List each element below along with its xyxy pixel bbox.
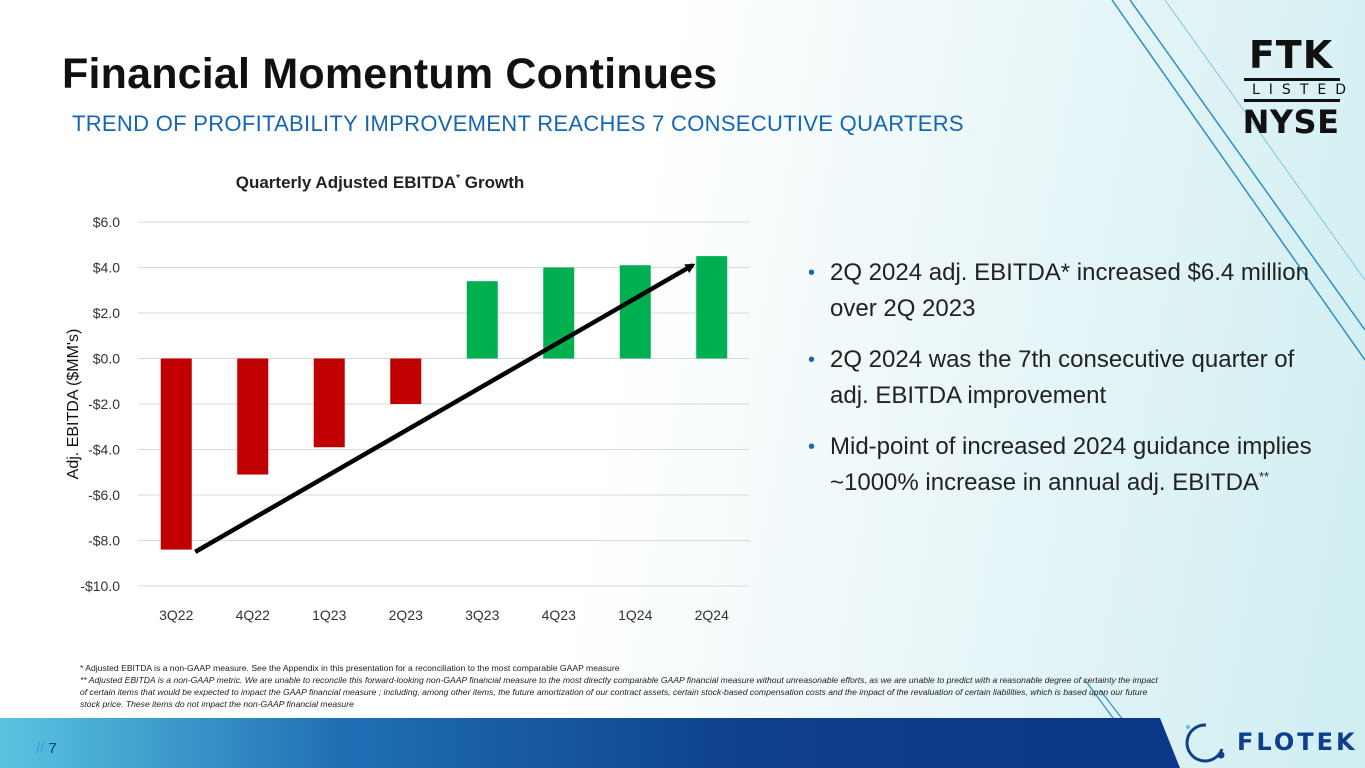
- y-tick-label: -$2.0: [88, 396, 120, 412]
- chart-title-suffix: Growth: [460, 173, 524, 192]
- bottom-bar: [0, 718, 1180, 768]
- slide-subtitle: TREND OF PROFITABILITY IMPROVEMENT REACH…: [72, 111, 964, 136]
- y-tick-label: $0.0: [93, 351, 120, 367]
- bullet-dot: •: [808, 436, 816, 458]
- bullet-list: • 2Q 2024 adj. EBITDA* increased $6.4 mil…: [808, 258, 1328, 519]
- bullet-item: • 2Q 2024 adj. EBITDA* increased $6.4 mil…: [808, 258, 1328, 324]
- y-tick-label: $2.0: [93, 305, 120, 321]
- bullet-item: • 2Q 2024 was the 7th consecutive quarter…: [808, 345, 1328, 411]
- trend-arrow: [194, 263, 696, 554]
- y-axis-label: Adj. EBITDA ($MM's): [65, 329, 82, 480]
- bar-1q23: [313, 358, 345, 448]
- footnote-1: * Adjusted EBITDA is a non-GAAP measure.…: [80, 663, 620, 673]
- bullet-text: 2Q 2024 adj. EBITDA* increased $6.4 mill…: [830, 259, 1309, 322]
- page-number-value: 7: [48, 740, 57, 757]
- logo-ftk-text: FTK: [1248, 33, 1334, 77]
- y-tick-label: -$10.0: [80, 578, 120, 594]
- y-tick-label: -$4.0: [88, 442, 120, 458]
- bar-2q24: [696, 256, 728, 359]
- x-tick-labels: 3Q22 4Q22 1Q23 2Q23 3Q23 4Q23 1Q24 2Q24: [159, 607, 729, 623]
- x-tick-label: 3Q22: [159, 607, 193, 623]
- y-tick-label: $6.0: [93, 214, 120, 230]
- slide-title: Financial Momentum Continues: [62, 50, 718, 98]
- bullet-dot: •: [808, 349, 816, 371]
- flotek-logo-text: FLOTEK: [1237, 728, 1358, 756]
- chart-title: Quarterly Adjusted EBITDA* Growth: [236, 173, 525, 192]
- x-tick-label: 1Q24: [618, 607, 652, 623]
- bar-3q22: [160, 358, 192, 550]
- bar-2q23: [390, 358, 422, 404]
- flotek-logo-icon: [1185, 723, 1225, 763]
- page-prefix: //: [36, 740, 45, 757]
- x-tick-label: 4Q22: [236, 607, 270, 623]
- bullet-dot: •: [808, 262, 816, 284]
- footnotes: * Adjusted EBITDA is a non-GAAP measure.…: [80, 662, 1160, 710]
- logo-nyse-text: NYSE: [1242, 103, 1340, 141]
- x-tick-label: 2Q23: [389, 607, 423, 623]
- chart-title-main: Quarterly Adjusted EBITDA: [236, 173, 456, 192]
- bars: [160, 256, 728, 550]
- x-tick-label: 4Q23: [542, 607, 576, 623]
- bullet-text: Mid-point of increased 2024 guidance imp…: [830, 433, 1312, 496]
- x-tick-label: 1Q23: [312, 607, 346, 623]
- bar-1q24: [619, 265, 651, 359]
- y-tick-label: -$8.0: [88, 533, 120, 549]
- logo-listed-text: LISTED: [1244, 78, 1346, 102]
- y-tick-labels: $6.0 $4.0 $2.0 $0.0 -$2.0 -$4.0 -$6.0 -$8.0 -$10…: [80, 214, 120, 594]
- ftk-listed-nyse-logo: FTK LISTED NYSE: [1238, 33, 1346, 141]
- bullet-item: • Mid-point of increased 2024 guidance im…: [808, 432, 1328, 498]
- bullet-text: 2Q 2024 was the 7th consecutive quarter …: [830, 346, 1295, 409]
- footnote-2: ** Adjusted EBITDA is a non-GAAP metric.…: [80, 675, 1158, 709]
- bar-4q22: [237, 358, 269, 475]
- x-tick-label: 3Q23: [465, 607, 499, 623]
- chart-title-superscript: *: [456, 173, 460, 184]
- y-tick-label: -$6.0: [88, 487, 120, 503]
- page-number: //7: [36, 740, 57, 757]
- x-tick-label: 2Q24: [695, 607, 729, 623]
- bar-3q23: [466, 281, 498, 359]
- y-tick-label: $4.0: [93, 260, 120, 276]
- bullet-superscript: **: [1258, 469, 1270, 484]
